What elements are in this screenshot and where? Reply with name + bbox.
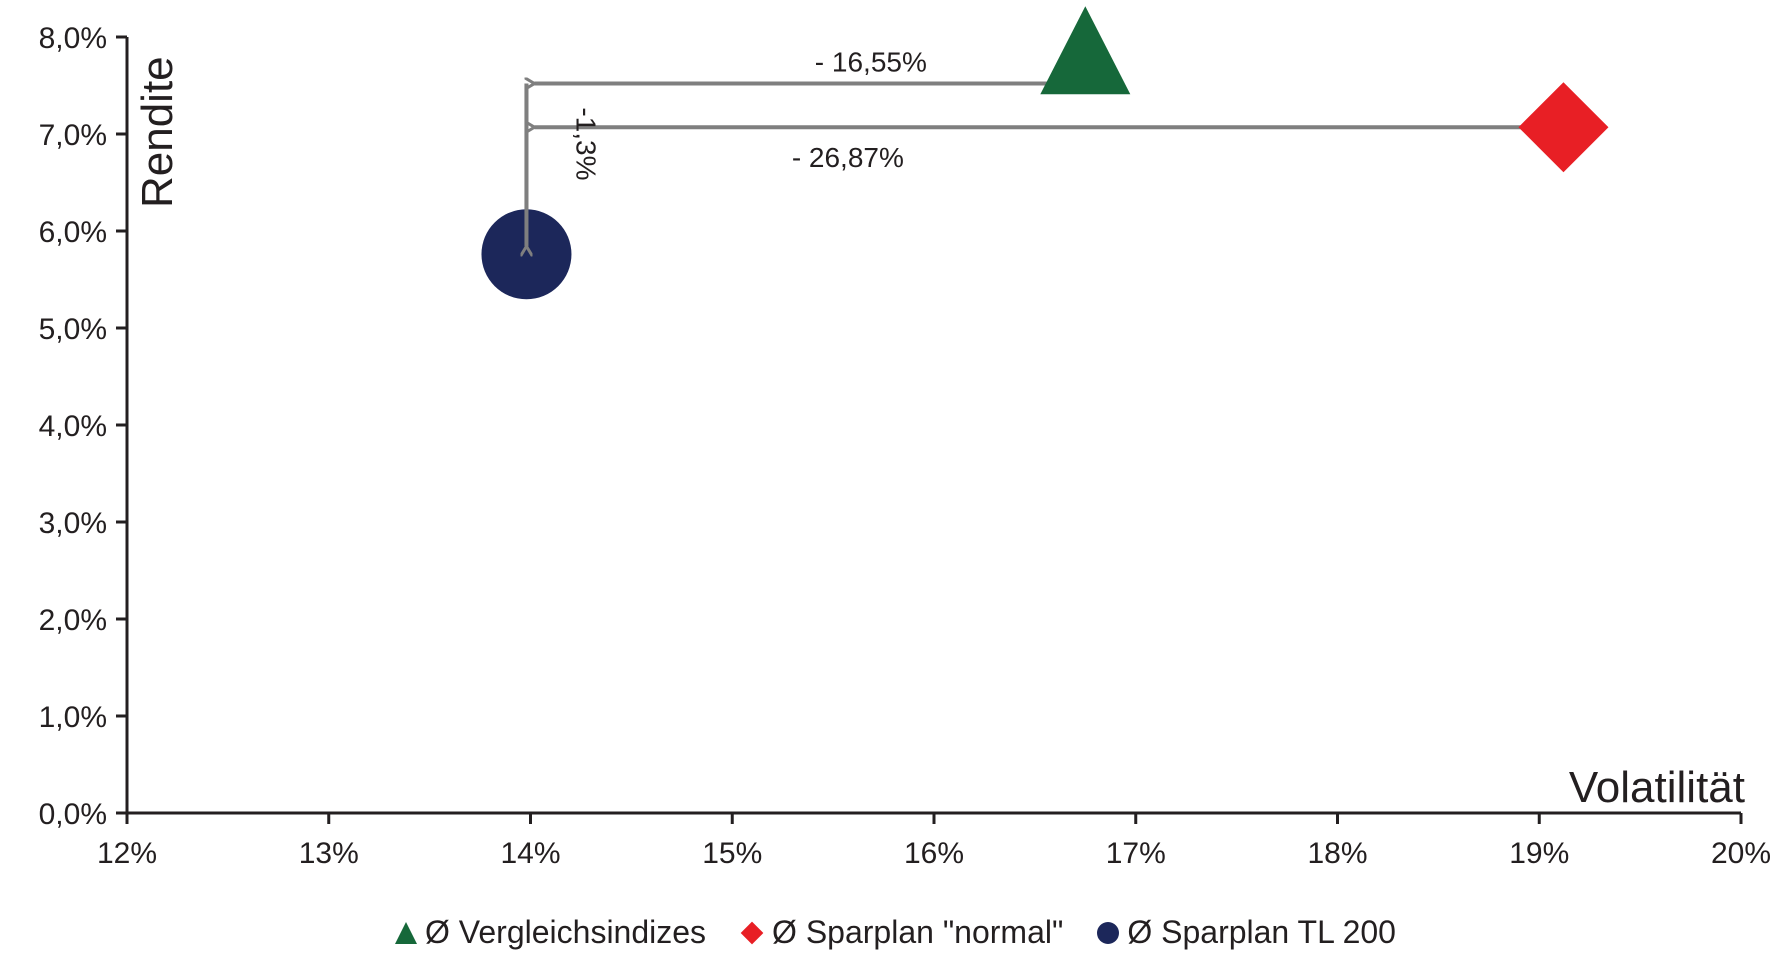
arrow-label: -1,3%	[570, 107, 601, 180]
x-tick-label: 13%	[299, 837, 359, 870]
annotation-arrows: - 16,55% - 26,87% -1,3%	[526, 47, 1558, 247]
y-axis-title: Rendite	[133, 56, 182, 208]
diamond-icon	[740, 921, 764, 944]
legend-label: Ø Sparplan "normal"	[772, 914, 1064, 950]
legend-label: Ø Vergleichsindizes	[425, 914, 707, 950]
y-tick-label: 6,0%	[39, 216, 107, 249]
x-tick-label: 16%	[904, 837, 964, 870]
y-tick-label: 5,0%	[39, 313, 107, 346]
x-axis-title: Volatilität	[1569, 763, 1745, 812]
legend-item-sparplan-tl200: Ø Sparplan TL 200	[1097, 914, 1396, 951]
x-tick-label: 18%	[1307, 837, 1367, 870]
y-tick-label: 7,0%	[39, 119, 107, 152]
y-tick-label: 2,0%	[39, 604, 107, 637]
circle-icon	[1097, 921, 1120, 944]
arrow-label: - 16,55%	[815, 47, 927, 78]
y-tick-label: 1,0%	[39, 701, 107, 734]
y-tick-label: 3,0%	[39, 507, 107, 540]
legend-item-sparplan-normal: Ø Sparplan "normal"	[740, 914, 1063, 951]
data-points	[481, 6, 1609, 300]
axes: 12% 13% 14% 15% 16% 17% 18% 19% 20% 0,0% 1,0% 2,0% 3…	[39, 22, 1771, 870]
legend-label: Ø Sparplan TL 200	[1127, 914, 1396, 950]
legend: Ø Vergleichsindizes Ø Sparplan "normal" …	[0, 910, 1791, 955]
data-point-triangle	[1040, 6, 1131, 95]
x-tick-label: 20%	[1711, 837, 1771, 870]
y-tick-label: 0,0%	[39, 798, 107, 831]
x-tick-label: 19%	[1509, 837, 1569, 870]
x-tick-label: 15%	[702, 837, 762, 870]
scatter-chart: 12% 13% 14% 15% 16% 17% 18% 19% 20% 0,0% 1,0% 2,0% 3…	[39, 6, 1771, 870]
arrow-label: - 26,87%	[792, 142, 904, 173]
x-tick-label: 12%	[97, 837, 157, 870]
legend-item-vergleichsindizes: Ø Vergleichsindizes	[395, 914, 706, 951]
x-tick-label: 14%	[500, 837, 560, 870]
y-tick-label: 4,0%	[39, 410, 107, 443]
data-point-diamond	[1518, 82, 1609, 173]
triangle-icon	[395, 921, 418, 944]
x-tick-label: 17%	[1106, 837, 1166, 870]
y-tick-label: 8,0%	[39, 22, 107, 55]
